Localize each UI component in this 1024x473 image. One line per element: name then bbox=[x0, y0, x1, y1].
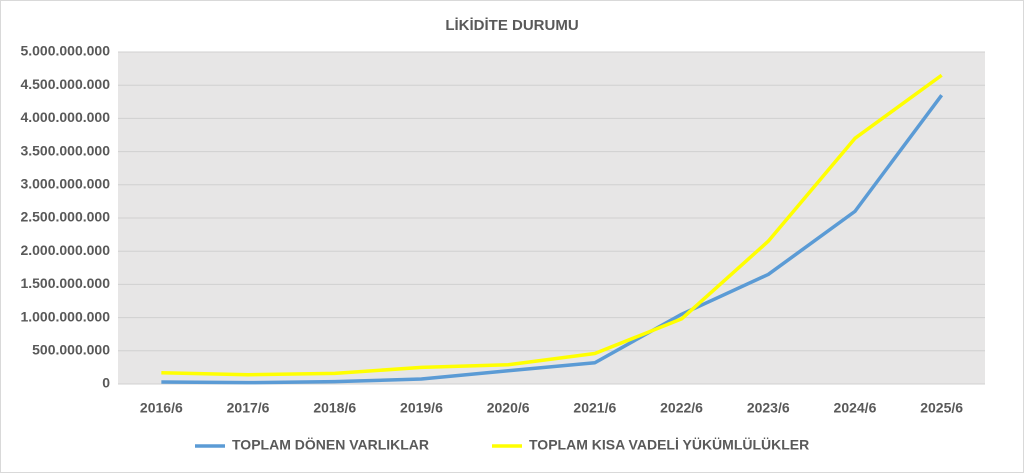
y-tick-label: 1.000.000.000 bbox=[20, 308, 110, 324]
y-tick-label: 1.500.000.000 bbox=[20, 275, 110, 291]
x-tick-label: 2018/6 bbox=[313, 400, 356, 416]
x-tick-label: 2023/6 bbox=[747, 400, 790, 416]
x-tick-label: 2021/6 bbox=[573, 400, 616, 416]
x-tick-label: 2019/6 bbox=[400, 400, 443, 416]
x-tick-label: 2022/6 bbox=[660, 400, 703, 416]
x-tick-label: 2025/6 bbox=[920, 400, 963, 416]
y-tick-label: 2.500.000.000 bbox=[20, 209, 110, 225]
y-tick-label: 4.500.000.000 bbox=[20, 76, 110, 92]
legend-label: TOPLAM KISA VADELİ YÜKÜMLÜLÜKLER bbox=[529, 437, 809, 453]
x-tick-label: 2016/6 bbox=[140, 400, 183, 416]
y-tick-label: 4.000.000.000 bbox=[20, 109, 110, 125]
y-tick-label: 3.500.000.000 bbox=[20, 142, 110, 158]
y-tick-label: 0 bbox=[102, 375, 110, 391]
y-tick-label: 500.000.000 bbox=[32, 342, 110, 358]
y-tick-label: 5.000.000.000 bbox=[20, 43, 110, 59]
y-tick-label: 2.000.000.000 bbox=[20, 242, 110, 258]
chart-title: LİKİDİTE DURUMU bbox=[445, 17, 578, 34]
series-line bbox=[161, 73, 943, 377]
x-tick-label: 2017/6 bbox=[227, 400, 270, 416]
x-tick-label: 2024/6 bbox=[834, 400, 877, 416]
series-line bbox=[161, 94, 944, 385]
legend-label: TOPLAM DÖNEN VARLIKLAR bbox=[232, 437, 429, 453]
y-tick-label: 3.000.000.000 bbox=[20, 176, 110, 192]
x-tick-label: 2020/6 bbox=[487, 400, 530, 416]
